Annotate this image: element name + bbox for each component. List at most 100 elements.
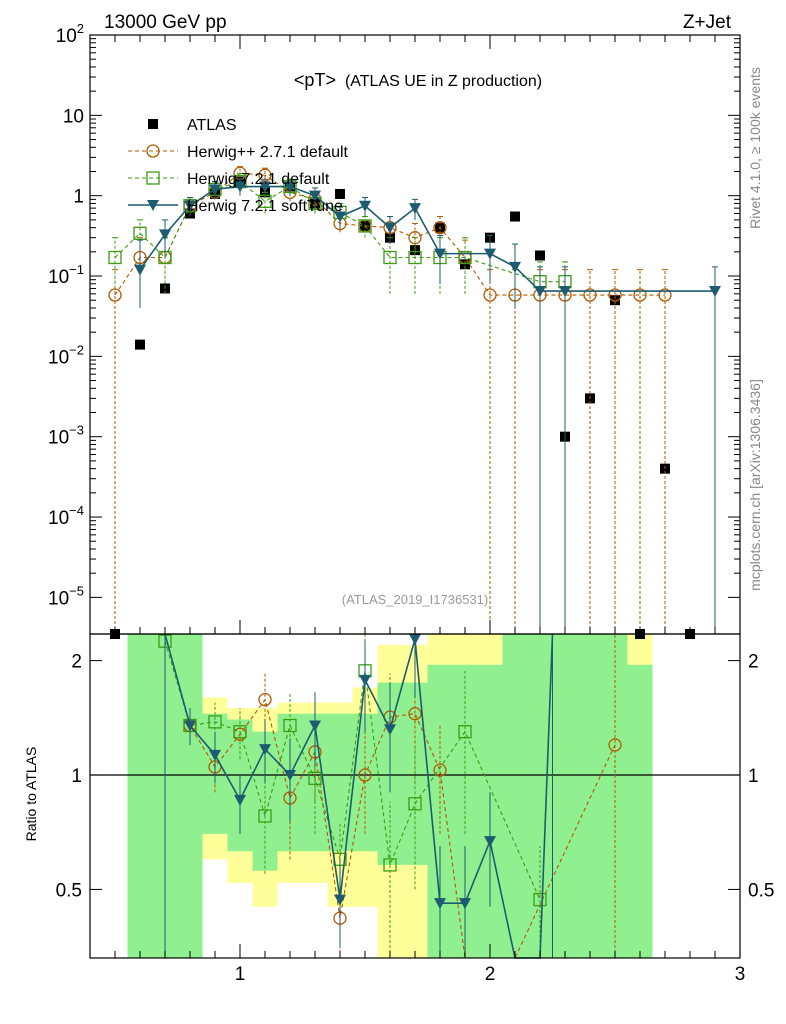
y-tick-label: 1 [73, 187, 84, 208]
band-inner [577, 634, 603, 958]
data-point [134, 264, 146, 276]
data-point [309, 190, 321, 202]
legend-marker [147, 200, 159, 211]
legend-label: Herwig++ 2.7.1 default [187, 144, 349, 161]
rivet-label: Rivet 4.1.0, ≥ 100k events [747, 67, 763, 229]
y-tick-exponent: −4 [69, 503, 84, 518]
band-inner [552, 634, 578, 958]
y-tick-label: 10−1 [48, 262, 84, 288]
band-inner [177, 634, 203, 958]
ratio-point [358, 768, 372, 782]
ratio-point [608, 738, 622, 752]
series-herwig-7-2-1-softtune [134, 178, 721, 634]
y-tick-base: 10 [48, 588, 69, 609]
ratio-point [308, 771, 322, 786]
ratio-point [184, 720, 196, 732]
y-tick-label: 10−3 [48, 423, 84, 449]
data-point [535, 250, 545, 261]
y-tick-exponent: −3 [69, 423, 84, 438]
legend-label: ATLAS [187, 117, 237, 134]
ratio-y-tick-label: 0.5 [56, 880, 82, 901]
data-point [334, 211, 346, 223]
ratio-point [234, 794, 246, 806]
y-tick-base: 10 [48, 428, 69, 449]
data-point [633, 288, 647, 302]
y-tick-exponent: −5 [69, 583, 84, 598]
ratio-point [408, 797, 422, 811]
ratio-point [209, 749, 221, 761]
y-tick-exponent: 2 [77, 21, 84, 36]
legend: ATLAS Herwig++ 2.7.1 default Herwig 7.2.1 … [128, 117, 349, 215]
ratio-point [409, 633, 421, 645]
mcplots-label: mcplots.cern.ch [arXiv:1306.3436] [747, 379, 763, 591]
ratio-point [384, 724, 396, 736]
data-point [159, 229, 171, 241]
data-point [335, 188, 345, 199]
data-point [358, 219, 372, 233]
data-point [409, 203, 421, 215]
ratio-point [484, 836, 496, 848]
ratio-point [459, 898, 471, 910]
data-point [259, 181, 271, 193]
ratio-point [458, 725, 472, 739]
y-tick-base: 10 [48, 267, 69, 288]
data-point [359, 200, 371, 212]
ratio-point [259, 744, 271, 756]
chart-title: <pT> (ATLAS UE in Z production) [294, 70, 542, 90]
data-point [583, 288, 597, 302]
data-point [484, 248, 496, 260]
ratio-point [408, 707, 422, 721]
series-line [139, 185, 715, 292]
ratio-y-tick-label-right: 2 [748, 652, 759, 673]
ratio-point [233, 725, 247, 739]
y-tick-base: 10 [48, 347, 69, 368]
ratio-point [283, 718, 297, 733]
data-point [108, 250, 122, 265]
data-point [483, 288, 497, 302]
legend-entry: ATLAS [148, 117, 237, 134]
data-point [135, 339, 145, 350]
ratio-point [309, 720, 321, 732]
series-atlas [110, 176, 695, 639]
y-tick-exponent: −1 [69, 262, 84, 277]
chart-title-main: <pT> [294, 70, 336, 90]
chart-subtitle: (ATLAS UE in Z production) [345, 73, 542, 90]
watermark: (ATLAS_2019_I1736531) [342, 592, 488, 607]
data-point [510, 211, 520, 222]
legend-marker [146, 171, 160, 185]
header-left: 13000 GeV pp [104, 12, 227, 33]
ratio-point [433, 763, 447, 777]
legend-entry: Herwig 7.2.1 default [128, 171, 330, 188]
ratio-point [383, 858, 397, 872]
ratio-point [533, 892, 547, 907]
ratio-point [359, 674, 371, 686]
data-point [433, 220, 447, 235]
data-point [384, 222, 396, 234]
x-tick-label: 1 [235, 964, 246, 985]
data-point [658, 288, 672, 302]
legend-marker [146, 144, 160, 158]
data-point [458, 250, 472, 265]
ratio-point [434, 898, 446, 910]
header-right: Z+Jet [683, 12, 732, 33]
ratio-point [334, 894, 346, 906]
data-point [709, 286, 721, 298]
ratio-point [258, 809, 272, 823]
ratio-bands [127, 634, 653, 958]
ratio-y-tick-label: 1 [71, 766, 82, 787]
y-tick-base: 10 [48, 508, 69, 529]
ratio-y-tick-label: 2 [71, 652, 82, 673]
data-point [434, 248, 446, 260]
band-inner [627, 664, 653, 958]
y-tick-label: 10 [63, 106, 84, 127]
data-point [559, 286, 571, 298]
data-point [608, 288, 622, 302]
y-tick-base: 1 [73, 187, 84, 208]
data-point [133, 226, 147, 240]
band-inner [127, 634, 153, 958]
main-series-layer [108, 166, 721, 639]
y-tick-label: 102 [56, 21, 84, 47]
x-tick-label: 2 [485, 964, 496, 985]
